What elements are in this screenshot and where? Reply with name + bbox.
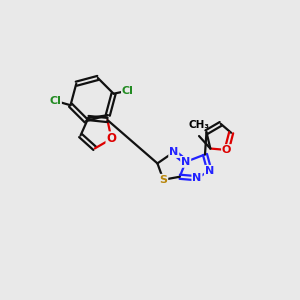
Text: Cl: Cl xyxy=(122,86,134,96)
Text: N: N xyxy=(205,166,214,176)
Text: S: S xyxy=(159,175,167,185)
Text: O: O xyxy=(106,132,116,145)
Text: N: N xyxy=(169,147,178,157)
Text: CH₃: CH₃ xyxy=(188,120,209,130)
Text: Cl: Cl xyxy=(49,96,61,106)
Text: O: O xyxy=(222,145,231,155)
Text: N: N xyxy=(181,157,190,167)
Text: N: N xyxy=(192,173,202,183)
